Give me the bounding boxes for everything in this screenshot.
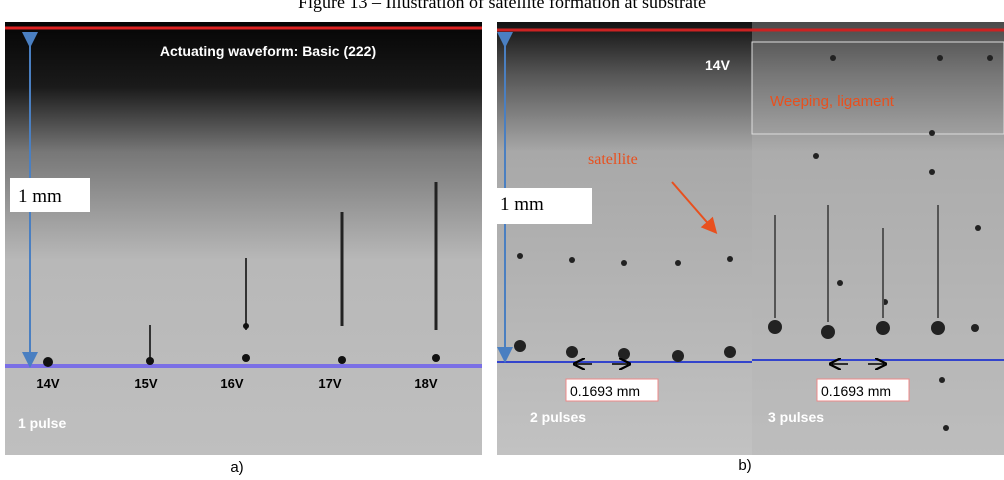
- figure-caption: Figure 13 – Illustration of satellite fo…: [298, 0, 706, 12]
- voltage-label: 18V: [414, 376, 437, 391]
- distance-label: 0.1693 mm: [570, 383, 640, 399]
- distance-label: 0.1693 mm: [821, 383, 891, 399]
- panel-a: 1 mm Actuating waveform: Basic (222) 14V…: [5, 22, 482, 455]
- voltage-label: 16V: [220, 376, 243, 391]
- voltage-label: 17V: [318, 376, 341, 391]
- panel-b: 1 mm 14V Weeping, ligament satellite 0.1…: [494, 22, 1004, 455]
- pulse-label: 3 pulses: [768, 409, 824, 425]
- waveform-label: Actuating waveform: Basic (222): [160, 43, 376, 59]
- panel-label: a): [230, 459, 243, 476]
- voltage-label: 14V: [705, 57, 731, 73]
- scale-label: 1 mm: [18, 186, 62, 207]
- annotation: satellite: [588, 151, 638, 168]
- panel-label: b): [738, 457, 751, 474]
- voltage-label: 15V: [134, 376, 157, 391]
- annotation: Weeping, ligament: [770, 93, 895, 110]
- pulse-label: 1 pulse: [18, 415, 66, 431]
- voltage-label: 14V: [36, 376, 59, 391]
- scale-label: 1 mm: [500, 194, 544, 215]
- pulse-label: 2 pulses: [530, 409, 586, 425]
